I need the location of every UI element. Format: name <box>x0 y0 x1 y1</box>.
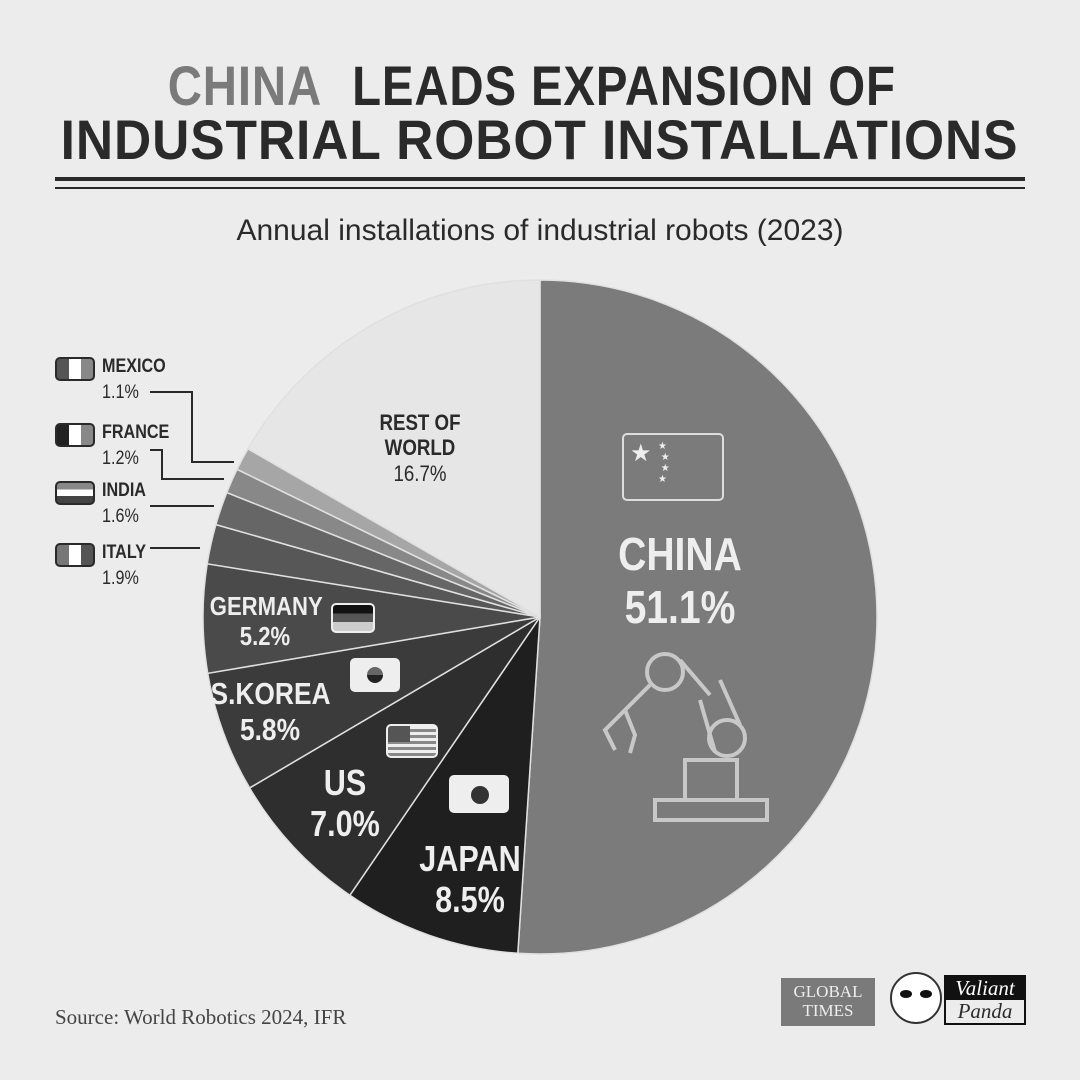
japan-flag-icon <box>449 775 509 813</box>
mexico-flag-icon <box>55 357 95 381</box>
us-flag-icon <box>386 724 438 758</box>
pie-slice-rest-of-world <box>246 279 541 619</box>
italy-label: ITALY <box>102 542 146 563</box>
divider <box>55 187 1025 189</box>
india-label: INDIA <box>102 480 146 501</box>
italy-value: 1.9% <box>102 567 139 589</box>
logo2-line2: Panda <box>957 999 1013 1023</box>
south-korea-value: 5.8% <box>239 711 301 747</box>
france-value: 1.2% <box>102 447 139 469</box>
germany-value: 5.2% <box>239 620 291 651</box>
south-korea-label: S.KOREA <box>210 676 331 711</box>
logo1-line1: GLOBAL <box>793 982 863 1001</box>
india-value: 1.6% <box>102 505 139 527</box>
label-france: FRANCE 1.2% <box>102 420 169 471</box>
chart-subtitle: Annual installations of industrial robot… <box>236 214 844 247</box>
title-rest: LEADS EXPANSION OF <box>352 54 896 117</box>
logo2-line1: Valiant <box>946 977 1024 1000</box>
china-label: CHINA <box>618 528 742 580</box>
label-us: US 7.0% <box>290 762 401 845</box>
robot-arm-icon <box>602 652 769 822</box>
label-germany: GERMANY 5.2% <box>209 591 323 652</box>
label-china: CHINA 51.1% <box>604 528 757 634</box>
label-japan: JAPAN 8.5% <box>411 838 530 921</box>
us-value: 7.0% <box>310 803 380 845</box>
title-highlight: CHINA <box>167 54 322 117</box>
italy-flag-icon <box>55 543 95 567</box>
france-flag-icon <box>55 423 95 447</box>
logo1-line2: TIMES <box>802 1001 854 1020</box>
mexico-label: MEXICO <box>102 356 166 377</box>
germany-label: GERMANY <box>209 591 323 621</box>
rest-label: REST OF WORLD <box>379 410 461 461</box>
divider <box>55 177 1025 181</box>
source-note: Source: World Robotics 2024, IFR <box>55 1005 347 1029</box>
south-korea-flag-icon <box>350 658 400 692</box>
japan-value: 8.5% <box>435 879 505 921</box>
label-rest-of-world: REST OF WORLD 16.7% <box>344 410 497 486</box>
rest-value: 16.7% <box>393 460 447 486</box>
us-label: US <box>323 762 367 803</box>
label-india: INDIA 1.6% <box>102 478 146 529</box>
title-line-1: CHINA LEADS EXPANSION OF <box>0 56 1080 116</box>
panda-mascot-icon <box>890 972 942 1024</box>
japan-label: JAPAN <box>419 838 521 879</box>
label-italy: ITALY 1.9% <box>102 540 146 591</box>
china-value: 51.1% <box>624 580 736 633</box>
label-south-korea: S.KOREA 5.8% <box>210 676 331 747</box>
title-line-2-text: INDUSTRIAL ROBOT INSTALLATIONS <box>61 108 1019 171</box>
india-flag-icon <box>55 481 95 505</box>
mexico-value: 1.1% <box>102 381 139 403</box>
label-mexico: MEXICO 1.1% <box>102 354 166 405</box>
china-flag-icon: ★ ★ ★ ★ ★ <box>622 433 724 501</box>
leader-lines <box>150 391 234 549</box>
germany-flag-icon <box>331 603 375 633</box>
france-label: FRANCE <box>102 422 170 443</box>
valiant-panda-logo: Valiant Panda <box>944 975 1026 1025</box>
pie-slice-china <box>517 279 878 955</box>
title-line-2: INDUSTRIAL ROBOT INSTALLATIONS <box>0 110 1080 170</box>
global-times-logo: GLOBAL TIMES <box>781 978 875 1026</box>
pie-slice-japan <box>348 614 541 955</box>
